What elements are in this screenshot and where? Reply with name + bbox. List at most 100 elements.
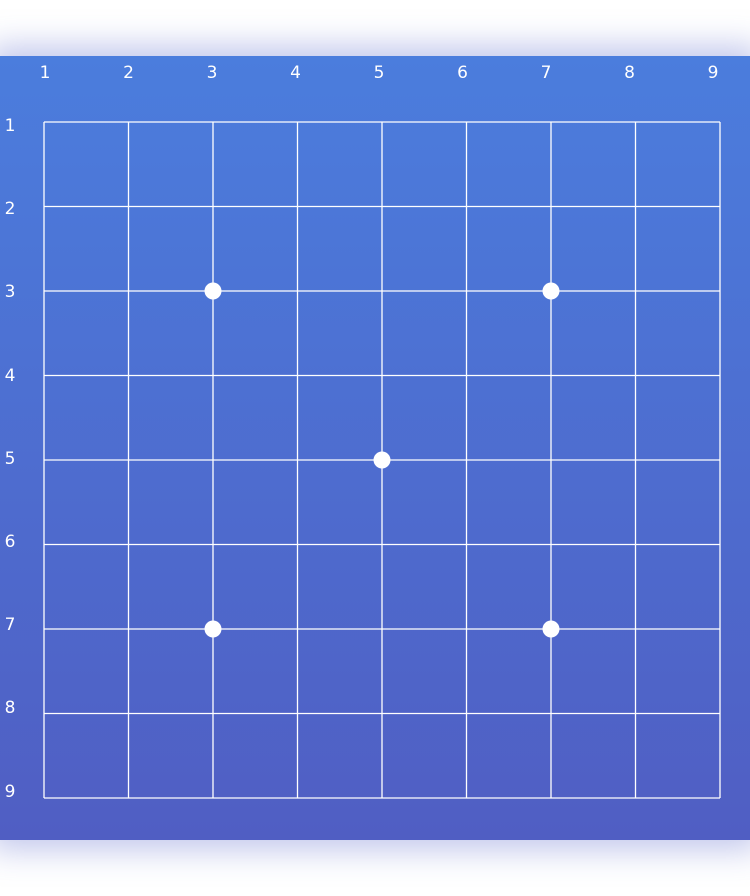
intersection-4-4[interactable] [282, 360, 314, 392]
intersection-1-6[interactable] [28, 529, 60, 561]
star-point-7-3 [542, 282, 560, 300]
intersection-6-1[interactable] [451, 106, 483, 138]
intersection-6-7[interactable] [451, 613, 483, 645]
intersection-1-5[interactable] [28, 444, 60, 476]
intersection-8-7[interactable] [620, 613, 652, 645]
intersection-6-2[interactable] [451, 191, 483, 223]
intersection-2-4[interactable] [113, 360, 145, 392]
intersection-8-1[interactable] [620, 106, 652, 138]
column-label-2: 2 [123, 63, 134, 83]
column-label-5: 5 [373, 63, 385, 83]
star-point-3-3 [204, 282, 222, 300]
row-label-2: 2 [4, 199, 16, 220]
intersection-5-3[interactable] [366, 275, 398, 307]
go-board[interactable]: 1 2 3 4 5 6 7 8 9 1 2 3 4 5 6 7 8 9 [0, 56, 750, 840]
intersection-4-5[interactable] [282, 444, 314, 476]
intersection-2-5[interactable] [113, 444, 145, 476]
intersection-5-9[interactable] [366, 782, 398, 814]
intersection-8-8[interactable] [620, 698, 652, 730]
intersection-4-8[interactable] [282, 698, 314, 730]
intersection-6-4[interactable] [451, 360, 483, 392]
intersection-7-2[interactable] [535, 191, 567, 223]
intersection-1-4[interactable] [28, 360, 60, 392]
intersection-2-8[interactable] [113, 698, 145, 730]
intersection-9-4[interactable] [704, 360, 736, 392]
row-label-4: 4 [4, 365, 16, 386]
column-label-9: 9 [707, 63, 719, 83]
intersection-8-9[interactable] [620, 782, 652, 814]
column-label-6: 6 [457, 63, 468, 83]
star-point-5-5 [373, 451, 391, 469]
intersection-1-8[interactable] [28, 698, 60, 730]
intersection-2-9[interactable] [113, 782, 145, 814]
intersection-1-2[interactable] [28, 191, 60, 223]
intersection-4-3[interactable] [282, 275, 314, 307]
intersection-5-7[interactable] [366, 613, 398, 645]
intersection-3-6[interactable] [197, 529, 229, 561]
intersection-1-3[interactable] [28, 275, 60, 307]
intersection-4-2[interactable] [282, 191, 314, 223]
intersection-9-2[interactable] [704, 191, 736, 223]
row-label-1: 1 [4, 116, 16, 136]
row-label-5: 5 [4, 448, 16, 469]
star-point-7-7 [542, 620, 560, 638]
intersection-1-7[interactable] [28, 613, 60, 645]
intersection-9-3[interactable] [704, 275, 736, 307]
intersection-2-1[interactable] [113, 106, 145, 138]
intersection-3-4[interactable] [197, 360, 229, 392]
intersection-3-2[interactable] [197, 191, 229, 223]
intersection-4-9[interactable] [282, 782, 314, 814]
intersection-7-5[interactable] [535, 444, 567, 476]
intersection-2-2[interactable] [113, 191, 145, 223]
intersection-2-6[interactable] [113, 529, 145, 561]
intersection-8-4[interactable] [620, 360, 652, 392]
row-label-3: 3 [4, 282, 16, 303]
star-point-3-7 [204, 620, 222, 638]
intersection-1-9[interactable] [28, 782, 60, 814]
intersection-2-3[interactable] [113, 275, 145, 307]
intersection-6-5[interactable] [451, 444, 483, 476]
intersection-3-5[interactable] [197, 444, 229, 476]
intersection-8-3[interactable] [620, 275, 652, 307]
intersection-9-1[interactable] [704, 106, 736, 138]
intersection-4-1[interactable] [282, 106, 314, 138]
intersection-5-6[interactable] [366, 529, 398, 561]
column-label-7: 7 [540, 63, 552, 83]
intersection-9-9[interactable] [704, 782, 736, 814]
intersection-7-4[interactable] [535, 360, 567, 392]
intersection-9-7[interactable] [704, 613, 736, 645]
intersection-5-2[interactable] [366, 191, 398, 223]
column-label-8: 8 [624, 63, 635, 83]
intersection-3-1[interactable] [197, 106, 229, 138]
intersection-7-8[interactable] [535, 698, 567, 730]
column-label-4: 4 [290, 63, 301, 83]
intersection-3-8[interactable] [197, 698, 229, 730]
intersection-3-9[interactable] [197, 782, 229, 814]
intersection-9-8[interactable] [704, 698, 736, 730]
intersection-9-6[interactable] [704, 529, 736, 561]
intersection-4-6[interactable] [282, 529, 314, 561]
intersection-2-7[interactable] [113, 613, 145, 645]
intersection-1-1[interactable] [28, 106, 60, 138]
intersection-5-4[interactable] [366, 360, 398, 392]
column-label-3: 3 [206, 63, 218, 83]
intersection-7-1[interactable] [535, 106, 567, 138]
intersection-9-5[interactable] [704, 444, 736, 476]
column-label-1: 1 [39, 63, 51, 83]
intersection-6-8[interactable] [451, 698, 483, 730]
intersection-6-6[interactable] [451, 529, 483, 561]
intersection-7-9[interactable] [535, 782, 567, 814]
intersection-6-9[interactable] [451, 782, 483, 814]
intersection-5-8[interactable] [366, 698, 398, 730]
intersection-8-5[interactable] [620, 444, 652, 476]
intersection-8-6[interactable] [620, 529, 652, 561]
intersection-8-2[interactable] [620, 191, 652, 223]
intersection-6-3[interactable] [451, 275, 483, 307]
intersection-7-6[interactable] [535, 529, 567, 561]
row-label-8: 8 [4, 698, 16, 719]
intersection-4-7[interactable] [282, 613, 314, 645]
intersection-5-1[interactable] [366, 106, 398, 138]
row-label-6: 6 [4, 532, 16, 552]
board-grid[interactable] [0, 56, 750, 840]
